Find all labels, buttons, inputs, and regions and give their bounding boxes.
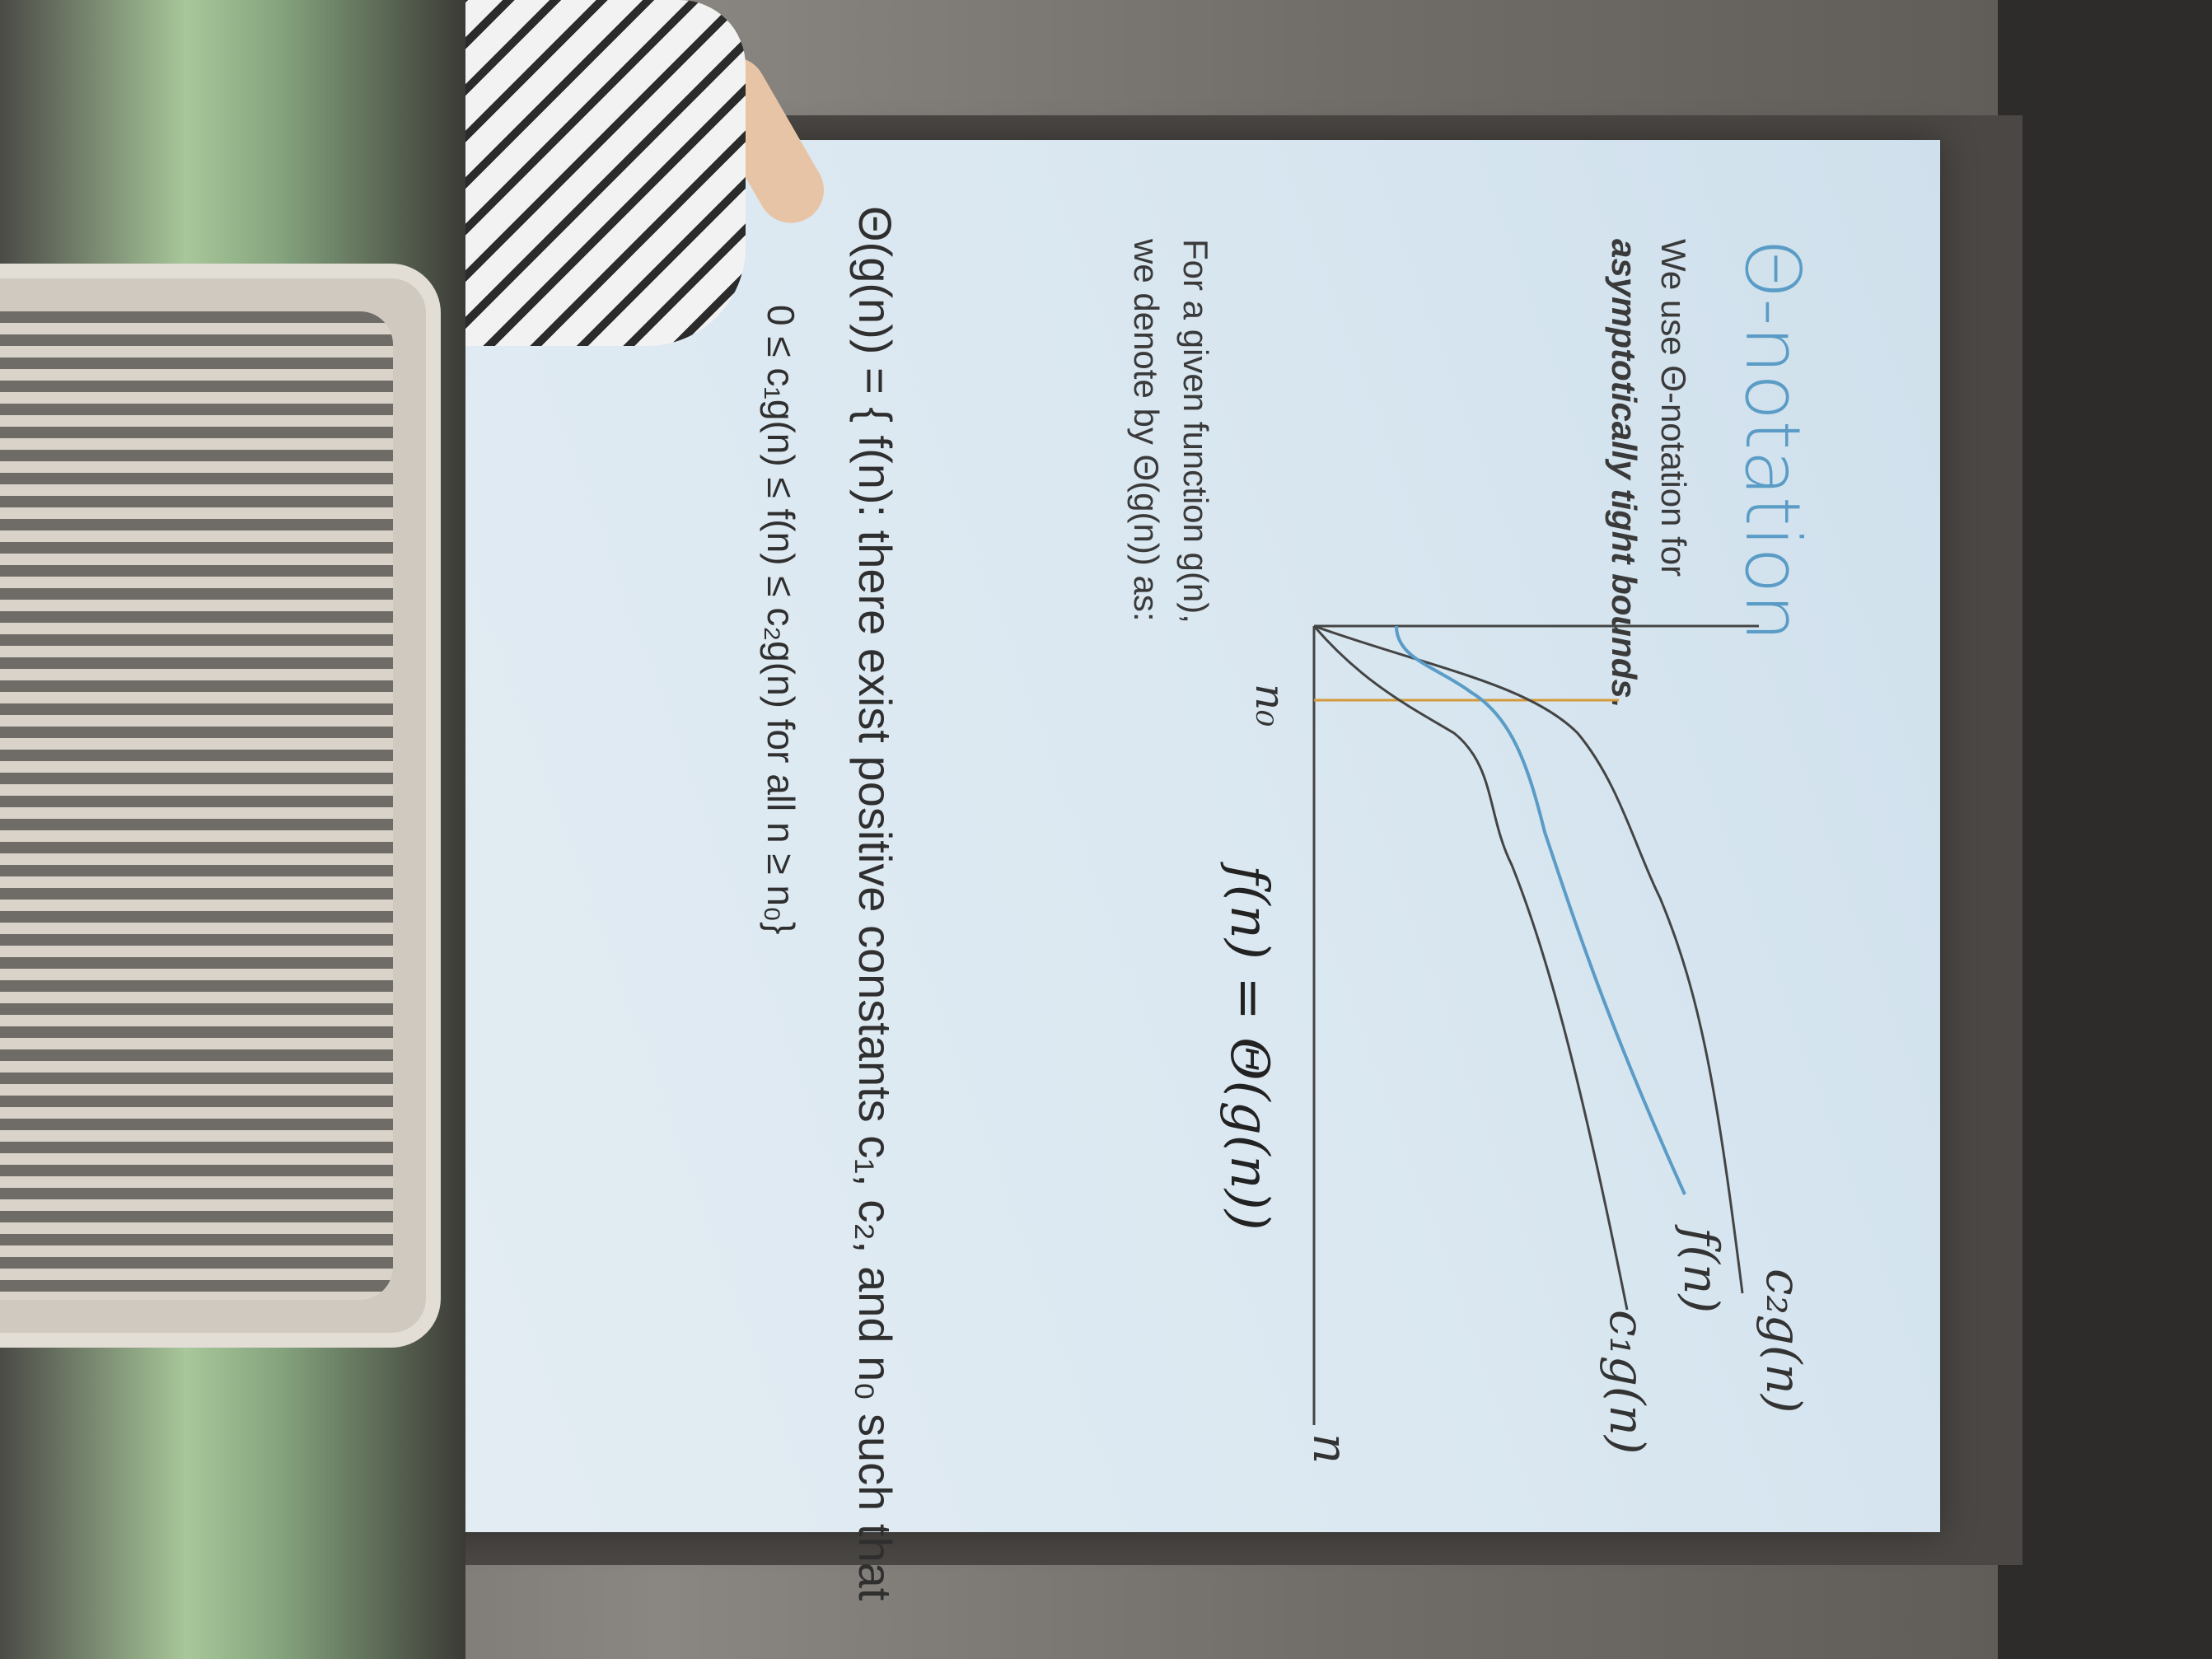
theta-diagram: c₂g(n) f(n) c₁g(n) n n₀ f(n) = Θ(g(n)) <box>1001 437 1825 1491</box>
label-c2g: c₂g(n) <box>1756 1269 1812 1413</box>
chair-mesh <box>0 311 393 1300</box>
ceiling <box>1998 0 2212 1659</box>
c2g-curve <box>1313 624 1744 1294</box>
theta-graph-svg: c₂g(n) f(n) c₁g(n) n n₀ f(n) = Θ(g(n)) <box>1218 624 1812 1464</box>
theta-inequality: 0 ≤ c₁g(n) ≤ f(n) ≤ c₂g(n) for all n ≥ n… <box>760 305 802 935</box>
f-curve <box>1395 625 1686 1195</box>
graph-caption: f(n) = Θ(g(n)) <box>1218 862 1279 1231</box>
projected-slide: Θ-notation We use Θ-notation for asympto… <box>251 140 1940 1601</box>
c1g-curve <box>1312 625 1629 1311</box>
label-c1g: c₁g(n) <box>1599 1310 1655 1454</box>
theta-definition: Θ(g(n)) = { f(n): there exist positive c… <box>849 206 901 1601</box>
label-n0: n₀ <box>1246 684 1294 727</box>
chair <box>0 264 441 1348</box>
label-n: n <box>1302 1433 1359 1464</box>
label-f: f(n) <box>1673 1224 1729 1313</box>
